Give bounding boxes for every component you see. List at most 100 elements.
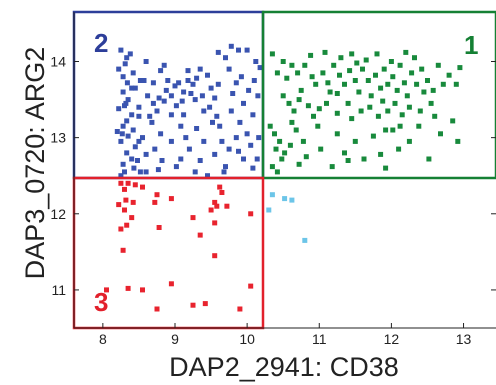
- data-point: [118, 173, 124, 179]
- data-point: [197, 158, 203, 163]
- data-point: [158, 68, 164, 74]
- data-point: [432, 113, 438, 119]
- data-point: [347, 68, 353, 74]
- data-point: [446, 72, 452, 78]
- data-point: [406, 138, 412, 144]
- data-point: [383, 127, 389, 133]
- data-point: [305, 103, 311, 109]
- data-point: [361, 156, 367, 162]
- data-point: [334, 91, 340, 96]
- data-point: [194, 75, 200, 81]
- tick-layer: 8 9 10 11 12 13 11 12 13 14: [50, 53, 496, 347]
- data-point: [186, 146, 192, 152]
- data-point: [329, 164, 335, 170]
- data-point: [406, 104, 412, 110]
- data-point: [212, 199, 218, 205]
- data-point: [104, 287, 109, 293]
- data-point: [385, 81, 391, 87]
- data-point: [168, 93, 174, 99]
- data-point: [136, 113, 142, 119]
- data-point: [253, 59, 259, 64]
- data-point: [390, 74, 396, 80]
- data-point: [425, 78, 430, 83]
- data-point: [154, 108, 160, 114]
- data-point: [226, 66, 232, 72]
- data-point: [147, 113, 153, 119]
- data-point: [296, 97, 302, 103]
- data-point: [277, 138, 283, 144]
- data-point: [287, 142, 293, 148]
- data-point: [129, 215, 135, 221]
- data-point: [214, 203, 220, 209]
- data-point: [143, 59, 149, 64]
- data-point: [215, 81, 221, 87]
- data-point: [269, 51, 275, 57]
- x-tick-label: 8: [99, 331, 107, 347]
- data-point: [163, 87, 169, 93]
- data-point: [194, 126, 200, 131]
- data-point: [300, 138, 306, 144]
- data-point: [122, 169, 127, 175]
- data-point: [140, 135, 145, 141]
- data-point: [120, 74, 126, 80]
- data-point: [130, 70, 136, 76]
- data-point: [345, 158, 351, 163]
- data-point: [124, 222, 130, 228]
- data-point: [274, 169, 280, 175]
- data-point: [375, 113, 381, 119]
- data-point: [419, 66, 425, 72]
- data-point: [302, 237, 308, 243]
- data-point: [416, 123, 422, 129]
- data-point: [132, 144, 138, 150]
- data-point: [342, 81, 347, 87]
- data-point: [119, 131, 125, 137]
- data-point: [378, 85, 384, 91]
- data-point: [226, 146, 232, 152]
- data-point: [342, 150, 347, 156]
- data-point: [337, 72, 342, 78]
- x-tick-label: 9: [171, 331, 179, 347]
- data-point: [291, 108, 297, 114]
- data-point: [435, 62, 441, 68]
- data-point: [210, 119, 215, 125]
- gate-2-label: 2: [94, 28, 108, 58]
- data-point: [208, 85, 214, 91]
- data-point: [230, 91, 236, 96]
- data-point: [214, 113, 220, 119]
- data-point: [135, 158, 140, 163]
- data-point: [207, 104, 213, 110]
- data-point: [178, 123, 184, 129]
- data-point: [185, 78, 191, 83]
- data-point: [381, 66, 387, 72]
- data-point: [217, 184, 223, 190]
- data-point: [178, 156, 184, 162]
- data-point: [190, 215, 196, 221]
- data-point: [269, 192, 275, 198]
- data-point: [378, 151, 384, 157]
- data-point: [360, 66, 365, 72]
- data-point: [255, 93, 261, 99]
- data-point: [124, 150, 130, 156]
- y-axis-title: DAP3_0720: ARG2: [20, 47, 50, 280]
- data-point: [125, 180, 131, 186]
- data-point: [237, 306, 243, 312]
- data-point: [338, 55, 344, 61]
- data-point: [367, 104, 373, 110]
- data-point: [137, 169, 143, 175]
- data-point: [124, 55, 130, 61]
- data-point: [289, 119, 295, 125]
- axes-frame: [73, 12, 496, 329]
- data-point: [136, 104, 142, 110]
- data-point: [127, 51, 133, 57]
- data-point: [125, 285, 131, 291]
- data-point: [324, 100, 329, 106]
- data-point: [450, 118, 456, 124]
- data-point: [202, 301, 208, 307]
- data-point: [152, 199, 158, 205]
- data-point: [383, 165, 389, 171]
- data-point: [380, 98, 386, 104]
- data-point: [208, 207, 214, 213]
- data-point: [269, 164, 275, 170]
- data-point: [205, 173, 210, 179]
- data-point: [279, 156, 285, 162]
